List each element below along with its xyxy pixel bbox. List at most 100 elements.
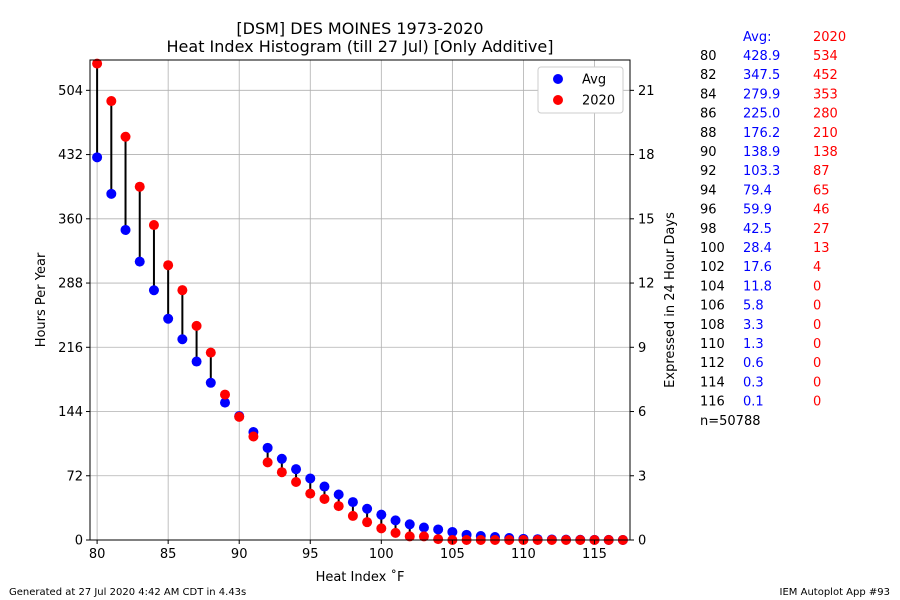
year-2020-point [120, 131, 131, 142]
legend-avg-marker [553, 74, 563, 84]
table-avg-value: 11.8 [743, 279, 772, 294]
avg-series [92, 152, 628, 545]
year-2020-point [433, 534, 444, 545]
y-tick-label: 288 [58, 277, 83, 292]
table-temp: 80 [700, 49, 717, 64]
y2-tick-label: 0 [638, 534, 646, 549]
table-avg-value: 1.3 [743, 337, 764, 352]
y-axis-ticks: 0 72 144 216 288 360 432 504 [58, 84, 90, 549]
year-2020-point [92, 58, 103, 69]
x-tick-label: 85 [160, 547, 177, 562]
summary-table: Avg: 2020 80 428.9 534 82 347.5 452 84 279.9 353… [700, 30, 846, 429]
avg-point [390, 515, 401, 526]
table-avg-value: 347.5 [743, 68, 780, 83]
table-temp: 90 [700, 145, 717, 160]
table-temp: 98 [700, 222, 717, 237]
table-temp: 86 [700, 107, 717, 122]
year-2020-point [390, 527, 401, 538]
table-avg-value: 225.0 [743, 107, 780, 122]
year-2020-point [418, 531, 429, 542]
table-2020-value: 65 [813, 183, 830, 198]
table-2020-value: 353 [813, 87, 838, 102]
table-2020-value: 0 [813, 356, 821, 371]
table-2020-value: 452 [813, 68, 838, 83]
avg-point [191, 356, 202, 367]
y2-tick-label: 18 [638, 148, 655, 163]
avg-point [148, 285, 159, 296]
avg-point [276, 453, 287, 464]
legend-2020-marker [553, 95, 563, 105]
x-tick-label: 110 [511, 547, 536, 562]
year-2020-point [276, 467, 287, 478]
year-2020-point [191, 320, 202, 331]
year-2020-point [205, 347, 216, 358]
table-avg-value: 5.8 [743, 299, 764, 314]
table-temp: 94 [700, 183, 717, 198]
table-header-avg: Avg: [743, 30, 771, 45]
table-temp: 104 [700, 279, 725, 294]
table-temp: 116 [700, 395, 725, 410]
year-2020-point [106, 96, 117, 107]
y2-tick-label: 6 [638, 405, 646, 420]
avg-point [120, 224, 131, 235]
table-avg-value: 79.4 [743, 183, 772, 198]
chart-subtitle: Heat Index Histogram (till 27 Jul) [Only… [167, 37, 554, 56]
y2-axis-label: Expressed in 24 Hour Days [663, 212, 678, 388]
table-temp: 108 [700, 318, 725, 333]
avg-point [305, 473, 316, 484]
year-2020-point [333, 501, 344, 512]
table-2020-value: 87 [813, 164, 830, 179]
table-2020-value: 534 [813, 49, 838, 64]
table-2020-value: 0 [813, 337, 821, 352]
avg-point [205, 377, 216, 388]
y-tick-label: 144 [58, 405, 83, 420]
avg-point [404, 519, 415, 530]
table-avg-value: 17.6 [743, 260, 772, 275]
table-avg-value: 42.5 [743, 222, 772, 237]
y-tick-label: 0 [75, 534, 83, 549]
legend-2020-label: 2020 [582, 94, 615, 109]
grid-lines [90, 60, 630, 541]
year-2020-point [134, 181, 145, 192]
legend: Avg 2020 [537, 66, 624, 114]
year-2020-point [319, 493, 330, 504]
avg-point [262, 442, 273, 453]
year-2020-series [92, 58, 628, 545]
table-temp: 96 [700, 203, 717, 218]
avg-point [347, 497, 358, 508]
x-axis-ticks: 80 85 90 95 100 105 110 115 [89, 540, 607, 562]
year-2020-point [148, 220, 159, 231]
table-temp: 82 [700, 68, 717, 83]
avg-point [433, 524, 444, 535]
y2-tick-label: 21 [638, 84, 655, 99]
table-temp: 102 [700, 260, 725, 275]
table-rows: 80 428.9 534 82 347.5 452 84 279.9 353 86 225.0 280… [700, 49, 838, 410]
avg-point [333, 489, 344, 500]
avg-point [447, 526, 458, 537]
year-2020-point [376, 523, 387, 534]
table-avg-value: 428.9 [743, 49, 780, 64]
table-2020-value: 138 [813, 145, 838, 160]
avg-point [319, 481, 330, 492]
x-tick-label: 115 [582, 547, 607, 562]
table-avg-value: 28.4 [743, 241, 772, 256]
avg-point [220, 397, 230, 408]
y2-tick-label: 3 [638, 469, 646, 484]
year-2020-point [163, 260, 174, 271]
x-tick-label: 90 [231, 547, 248, 562]
table-temp: 106 [700, 299, 725, 314]
table-n-label: n=50788 [700, 414, 761, 429]
avg-point [362, 503, 373, 514]
year-2020-point [362, 517, 373, 528]
table-2020-value: 210 [813, 126, 838, 141]
table-2020-value: 0 [813, 279, 821, 294]
year-2020-point [291, 477, 302, 488]
table-2020-value: 280 [813, 107, 838, 122]
table-avg-value: 176.2 [743, 126, 780, 141]
year-2020-point [234, 411, 245, 422]
y2-tick-label: 9 [638, 341, 646, 356]
table-2020-value: 27 [813, 222, 830, 237]
y-tick-label: 216 [58, 341, 83, 356]
x-axis-label: Heat Index ˚F [316, 569, 405, 585]
table-avg-value: 103.3 [743, 164, 780, 179]
